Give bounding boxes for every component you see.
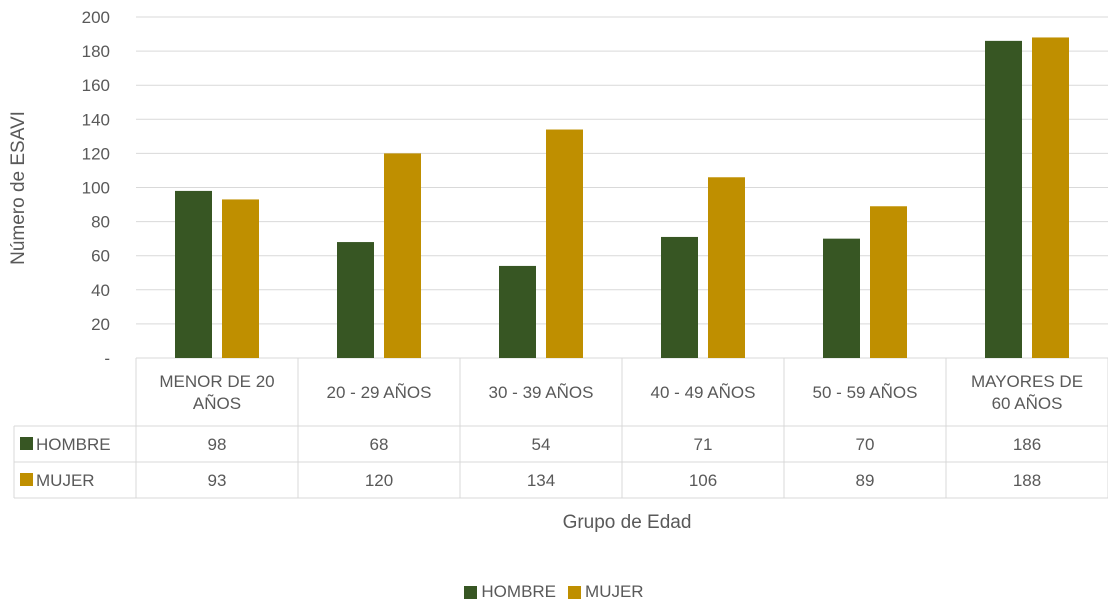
legend-swatch: [464, 585, 478, 599]
bar-hombre: [661, 236, 698, 358]
y-tick-label: 40: [91, 281, 110, 300]
bar-mujer: [384, 153, 421, 358]
legend-label: MUJER: [585, 582, 644, 601]
category-label: 40 - 49 AÑOS: [651, 383, 756, 402]
data-value: 71: [694, 435, 713, 454]
bar-hombre: [823, 238, 860, 358]
y-tick-label: 140: [82, 110, 110, 129]
category-label-line: 30 - 39 AÑOS: [489, 383, 594, 402]
legend-label: HOMBRE: [481, 582, 557, 601]
data-value: 106: [689, 471, 717, 490]
category-label-line: 40 - 49 AÑOS: [651, 383, 756, 402]
category-label-line: 60 AÑOS: [992, 394, 1063, 413]
category-label: 50 - 59 AÑOS: [813, 383, 918, 402]
category-label-line: MAYORES DE: [971, 372, 1083, 391]
bar-mujer: [546, 129, 583, 358]
y-tick-label: 60: [91, 247, 110, 266]
bar-hombre: [337, 242, 374, 358]
y-tick-label: 180: [82, 42, 110, 61]
category-label: 30 - 39 AÑOS: [489, 383, 594, 402]
y-tick-label: 20: [91, 315, 110, 334]
legend: HOMBRE MUJER: [0, 582, 1108, 604]
legend-item-hombre: HOMBRE: [464, 582, 556, 602]
y-tick-label: 160: [82, 76, 110, 95]
x-axis-label: Grupo de Edad: [563, 512, 692, 533]
legend-swatch: [568, 585, 582, 599]
data-value: 186: [1013, 435, 1041, 454]
y-tick-label: 100: [82, 179, 110, 198]
series-name: MUJER: [36, 471, 95, 490]
bar-hombre: [499, 265, 536, 358]
data-value: 134: [527, 471, 555, 490]
data-table: MENOR DE 20 AÑOS 20 - 29 AÑOS 30 - 39 AÑOS 4…: [13, 358, 1108, 499]
bars: [175, 37, 1069, 359]
data-value: 68: [370, 435, 389, 454]
bar-chart: - 20 40 60 80 100 120 140 160 180 200 MENOR DE 20 A…: [8, 8, 1108, 533]
data-value: 188: [1013, 471, 1041, 490]
category-label: MENOR DE 20 AÑOS: [159, 372, 274, 413]
data-value: 93: [208, 471, 227, 490]
category-label: 20 - 29 AÑOS: [327, 383, 432, 402]
y-tick-label: 80: [91, 213, 110, 232]
bar-hombre: [985, 40, 1022, 359]
series-swatch-mujer: [20, 473, 33, 486]
bar-hombre: [175, 190, 212, 358]
series-name: HOMBRE: [36, 435, 111, 454]
bar-mujer: [708, 177, 745, 358]
category-label-line: MENOR DE 20: [159, 372, 274, 391]
bar-mujer: [870, 206, 907, 358]
data-value: 120: [365, 471, 393, 490]
bar-mujer: [1032, 37, 1069, 359]
y-tick-label: 120: [82, 144, 110, 163]
y-tick-label: 200: [82, 8, 110, 27]
category-label: MAYORES DE 60 AÑOS: [971, 372, 1083, 413]
category-label-line: 20 - 29 AÑOS: [327, 383, 432, 402]
legend-item-mujer: MUJER: [568, 582, 644, 602]
bar-mujer: [222, 199, 259, 358]
category-label-line: 50 - 59 AÑOS: [813, 383, 918, 402]
data-value: 98: [208, 435, 227, 454]
data-value: 70: [856, 435, 875, 454]
series-swatch-hombre: [20, 437, 33, 450]
y-tick-label: -: [104, 349, 110, 368]
y-axis: - 20 40 60 80 100 120 140 160 180 200: [82, 8, 110, 368]
data-value: 54: [532, 435, 551, 454]
data-value: 89: [856, 471, 875, 490]
category-label-line: AÑOS: [193, 394, 241, 413]
y-axis-label: Número de ESAVI: [8, 111, 29, 265]
gridlines: [136, 16, 1108, 359]
